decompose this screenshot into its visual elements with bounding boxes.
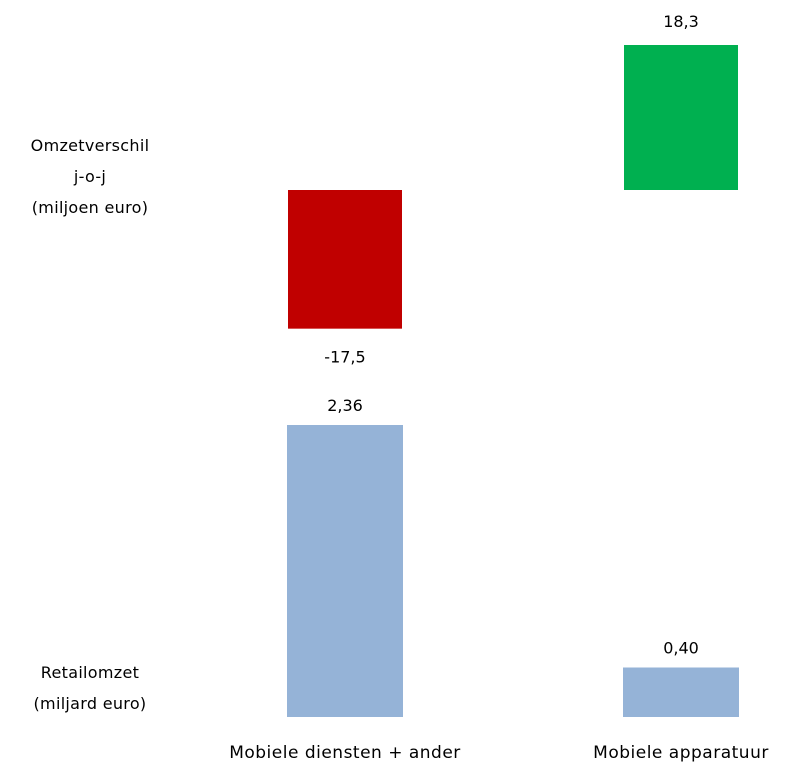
retail-bars: 2,36 0,40 (287, 396, 739, 717)
yoy-bars: -17,5 18,3 (288, 12, 738, 367)
retail-value-label-mobiele-apparatuur: 0,40 (663, 639, 699, 658)
retail-label-line-1: Retailomzet (41, 663, 139, 682)
category-axis: Mobiele diensten + ander Mobiele apparatu… (229, 743, 769, 763)
yoy-bar-mobiele-apparatuur (624, 45, 738, 190)
retail-bar-mobiele-apparatuur (623, 667, 739, 717)
category-label-mobiele-diensten-ander: Mobiele diensten + ander (229, 743, 461, 763)
yoy-change-panel: Omzetverschil j-o-j (miljoen euro) -17,5… (31, 12, 738, 367)
yoy-value-label-mobiele-diensten-ander: -17,5 (324, 348, 365, 367)
retail-label-line-2: (miljard euro) (34, 694, 147, 713)
category-label-mobiele-apparatuur: Mobiele apparatuur (593, 743, 769, 763)
retail-bar-mobiele-diensten-ander (287, 425, 403, 717)
retail-value-label-mobiele-diensten-ander: 2,36 (327, 396, 363, 415)
yoy-label-line-2: j-o-j (73, 167, 106, 186)
yoy-bar-mobiele-diensten-ander (288, 190, 402, 329)
yoy-label-line-3: (miljoen euro) (32, 198, 148, 217)
yoy-label-line-1: Omzetverschil (31, 136, 150, 155)
yoy-value-label-mobiele-apparatuur: 18,3 (663, 12, 699, 31)
retail-revenue-panel: Retailomzet (miljard euro) 2,36 0,40 (34, 396, 739, 717)
